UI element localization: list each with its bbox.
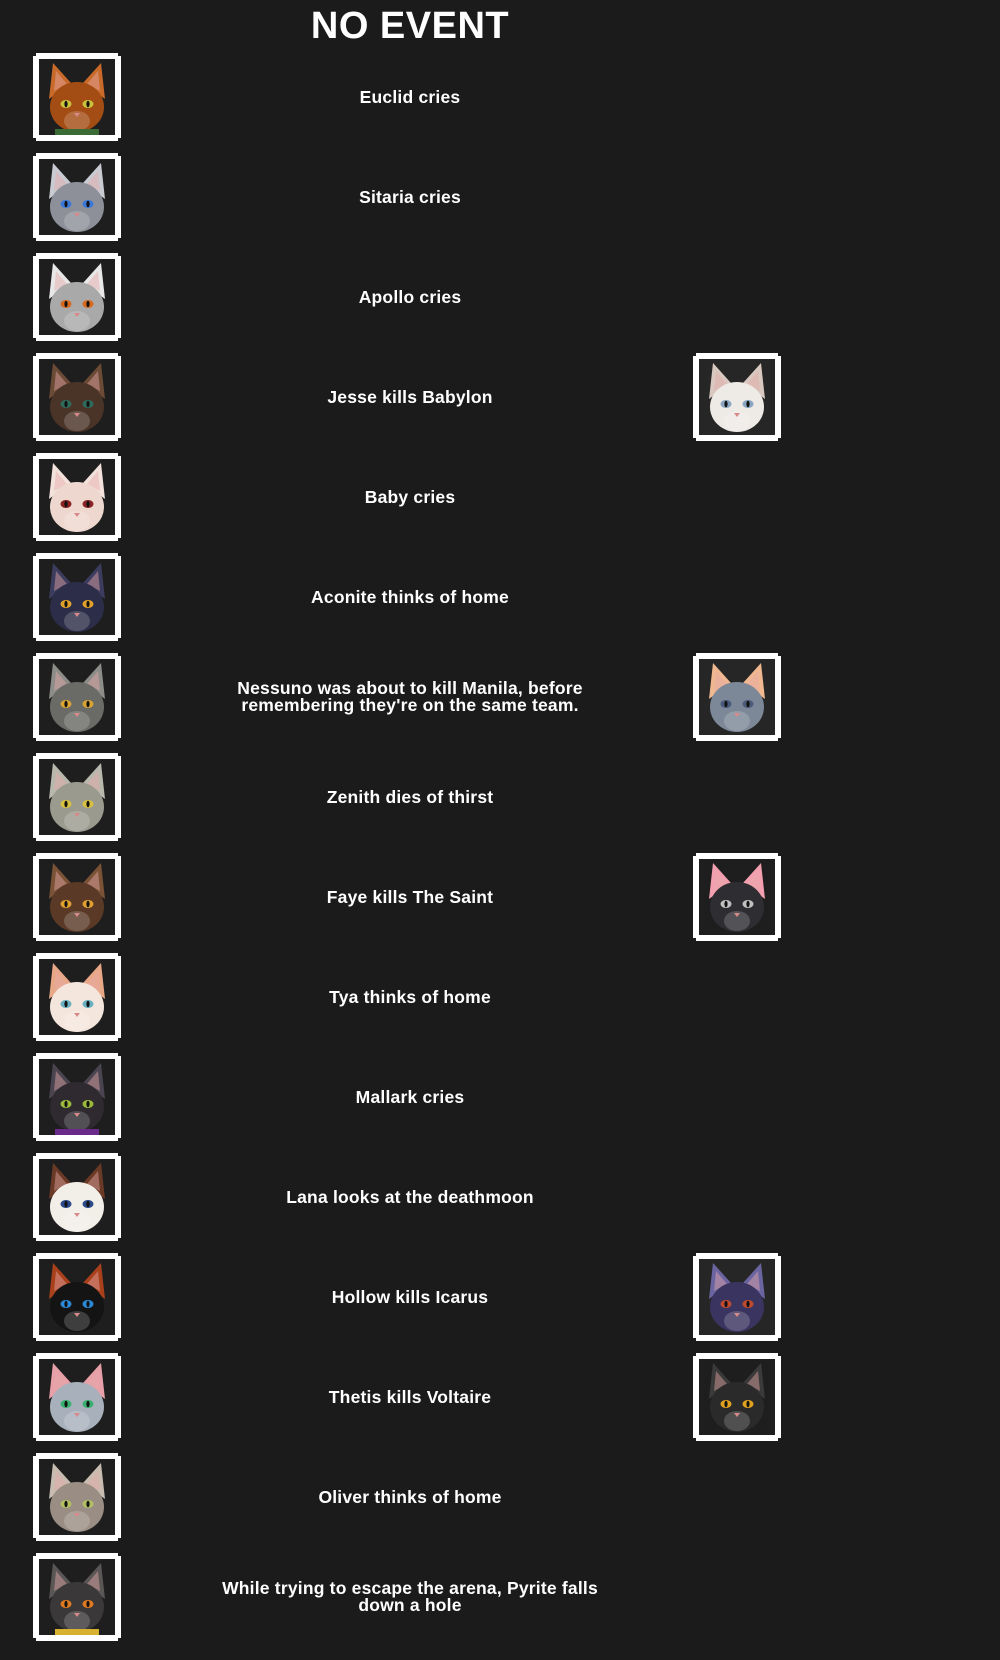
event-row: Apollo cries — [0, 252, 1000, 352]
event-list: Euclid cries Sitaria cries Apollo cries Jes… — [0, 52, 1000, 1652]
event-row: Baby cries — [0, 452, 1000, 552]
event-text: Tya thinks of home — [329, 986, 491, 1007]
event-row: Faye kills The Saint — [0, 852, 1000, 952]
target-avatar-frame — [693, 1253, 781, 1341]
event-row: Hollow kills Icarus — [0, 1252, 1000, 1352]
actor-avatar-frame — [33, 553, 121, 641]
event-row: While trying to escape the arena, Pyrite… — [0, 1552, 1000, 1652]
target-avatar — [699, 859, 775, 935]
event-text: Oliver thinks of home — [318, 1486, 502, 1507]
page-title: NO EVENT — [310, 5, 510, 47]
actor-avatar — [39, 959, 115, 1035]
actor-avatar — [39, 59, 115, 135]
actor-avatar-frame — [33, 1353, 121, 1441]
actor-avatar — [39, 1059, 115, 1135]
actor-avatar-frame — [33, 1253, 121, 1341]
event-row: Oliver thinks of home — [0, 1452, 1000, 1552]
actor-avatar-frame — [33, 853, 121, 941]
target-avatar-frame — [693, 653, 781, 741]
target-avatar — [699, 1359, 775, 1435]
event-text: Sitaria cries — [359, 186, 461, 207]
target-avatar — [699, 1259, 775, 1335]
actor-avatar — [39, 1359, 115, 1435]
target-avatar-frame — [693, 353, 781, 441]
target-avatar — [699, 659, 775, 735]
target-avatar-frame — [693, 1353, 781, 1441]
event-row: Sitaria cries — [0, 152, 1000, 252]
actor-avatar-frame — [33, 1453, 121, 1541]
actor-avatar-frame — [33, 153, 121, 241]
event-row: Jesse kills Babylon — [0, 352, 1000, 452]
event-row: Thetis kills Voltaire — [0, 1352, 1000, 1452]
event-row: Euclid cries — [0, 52, 1000, 152]
event-text: Baby cries — [364, 486, 456, 507]
actor-avatar-frame — [33, 353, 121, 441]
target-avatar — [699, 359, 775, 435]
actor-avatar — [39, 1459, 115, 1535]
actor-avatar — [39, 1559, 115, 1635]
actor-avatar — [39, 459, 115, 535]
actor-avatar — [39, 359, 115, 435]
event-row: Zenith dies of thirst — [0, 752, 1000, 852]
actor-avatar — [39, 259, 115, 335]
actor-avatar — [39, 759, 115, 835]
target-avatar-frame — [693, 853, 781, 941]
actor-avatar — [39, 859, 115, 935]
actor-avatar — [39, 1159, 115, 1235]
event-text: Faye kills The Saint — [326, 886, 494, 907]
actor-avatar-frame — [33, 53, 121, 141]
actor-avatar — [39, 1259, 115, 1335]
event-text: Hollow kills Icarus — [331, 1286, 489, 1307]
actor-avatar — [39, 559, 115, 635]
actor-avatar-frame — [33, 1153, 121, 1241]
actor-avatar — [39, 659, 115, 735]
actor-avatar-frame — [33, 953, 121, 1041]
event-text: Euclid cries — [359, 86, 461, 107]
actor-avatar-frame — [33, 653, 121, 741]
event-text: Nessuno was about to kill Manila, before… — [237, 678, 583, 715]
event-row: Nessuno was about to kill Manila, before… — [0, 652, 1000, 752]
event-text: Apollo cries — [358, 286, 462, 307]
actor-avatar-frame — [33, 1053, 121, 1141]
event-text: Jesse kills Babylon — [327, 386, 493, 407]
event-row: Mallark cries — [0, 1052, 1000, 1152]
actor-avatar — [39, 159, 115, 235]
actor-avatar-frame — [33, 753, 121, 841]
actor-avatar-frame — [33, 1553, 121, 1641]
event-row: Aconite thinks of home — [0, 552, 1000, 652]
event-text: Zenith dies of thirst — [326, 786, 494, 807]
actor-avatar-frame — [33, 253, 121, 341]
event-row: Tya thinks of home — [0, 952, 1000, 1052]
event-text: Aconite thinks of home — [311, 586, 509, 607]
event-text: Lana looks at the deathmoon — [286, 1186, 534, 1207]
event-row: Lana looks at the deathmoon — [0, 1152, 1000, 1252]
actor-avatar-frame — [33, 453, 121, 541]
event-text: While trying to escape the arena, Pyrite… — [222, 1578, 598, 1615]
event-text: Mallark cries — [355, 1086, 465, 1107]
event-text: Thetis kills Voltaire — [328, 1386, 492, 1407]
